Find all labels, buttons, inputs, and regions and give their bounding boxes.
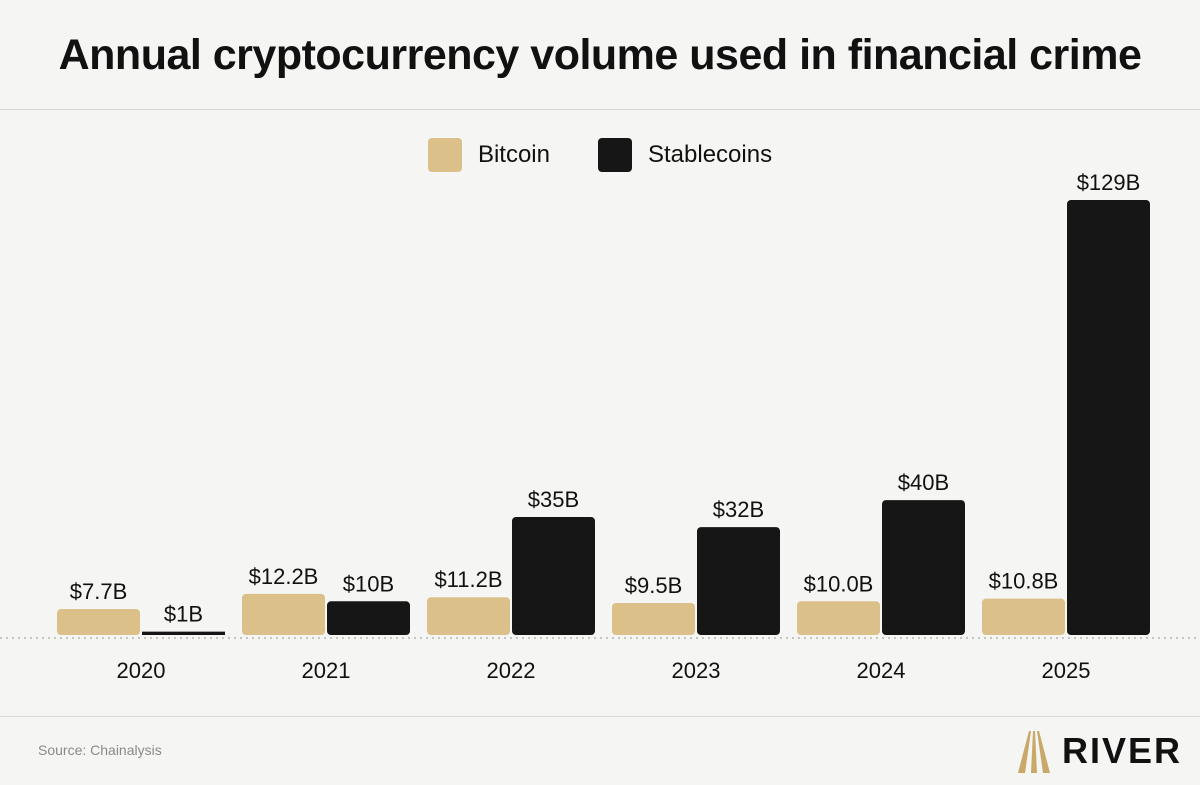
- river-logo-text: RIVER: [1061, 730, 1182, 771]
- bar-bitcoin-2020: [57, 609, 140, 635]
- x-tick-label-2021: 2021: [302, 658, 351, 683]
- data-label-bitcoin-2022: $11.2B: [434, 567, 502, 592]
- legend-label-bitcoin: Bitcoin: [477, 141, 550, 168]
- title-divider: [0, 109, 1200, 110]
- data-label-bitcoin-2024: $10.0B: [804, 571, 874, 596]
- data-label-bitcoin-2025: $10.8B: [989, 569, 1059, 594]
- data-label-stablecoins-2022: $35B: [528, 487, 579, 512]
- chart-title: Annual cryptocurrency volume used in fin…: [58, 30, 1142, 79]
- legend-item-stablecoins: Stablecoins: [597, 138, 773, 172]
- data-label-stablecoins-2023: $32B: [713, 497, 764, 522]
- bar-bitcoin-2023: [612, 602, 695, 635]
- bar-bitcoin-2025: [982, 598, 1065, 635]
- legend-label-stablecoins: Stablecoins: [647, 141, 773, 168]
- x-tick-label-2024: 2024: [857, 658, 906, 683]
- data-label-stablecoins-2025: $129B: [1077, 170, 1141, 195]
- x-tick-label-2020: 2020: [117, 658, 166, 683]
- data-label-bitcoin-2020: $7.7B: [70, 579, 128, 604]
- bar-stablecoins-2022: [512, 516, 595, 635]
- bar-stablecoins-2020: [142, 631, 225, 635]
- x-tick-label-2025: 2025: [1042, 658, 1091, 683]
- bar-stablecoins-2023: [697, 527, 780, 635]
- legend-item-bitcoin: Bitcoin: [427, 138, 550, 172]
- bar-chart: $7.7B $1B 2020 $12.2B $10B 2021 $11.2B $35B 2022…: [0, 170, 1200, 683]
- bar-bitcoin-2021: [242, 593, 325, 635]
- data-label-stablecoins-2021: $10B: [343, 571, 394, 596]
- data-label-bitcoin-2021: $12.2B: [249, 564, 319, 589]
- river-logo-icon: [1017, 731, 1050, 773]
- river-logo: RIVER: [1016, 729, 1182, 773]
- x-tick-label-2022: 2022: [487, 658, 536, 683]
- footer-divider: [0, 716, 1200, 717]
- legend-swatch-bitcoin: [427, 138, 462, 172]
- data-label-stablecoins-2020: $1B: [164, 602, 203, 627]
- x-tick-label-2023: 2023: [672, 658, 721, 683]
- data-label-bitcoin-2023: $9.5B: [625, 573, 683, 598]
- bar-stablecoins-2025: [1067, 200, 1150, 635]
- source-note: Source: Chainalysis: [38, 742, 162, 758]
- legend: Bitcoin Stablecoins: [0, 138, 1200, 172]
- bar-bitcoin-2022: [427, 597, 510, 635]
- legend-swatch-stablecoins: [597, 138, 632, 172]
- data-label-stablecoins-2024: $40B: [898, 470, 949, 495]
- bar-bitcoin-2024: [797, 601, 880, 635]
- bar-stablecoins-2024: [882, 500, 965, 635]
- bar-stablecoins-2021: [327, 601, 410, 635]
